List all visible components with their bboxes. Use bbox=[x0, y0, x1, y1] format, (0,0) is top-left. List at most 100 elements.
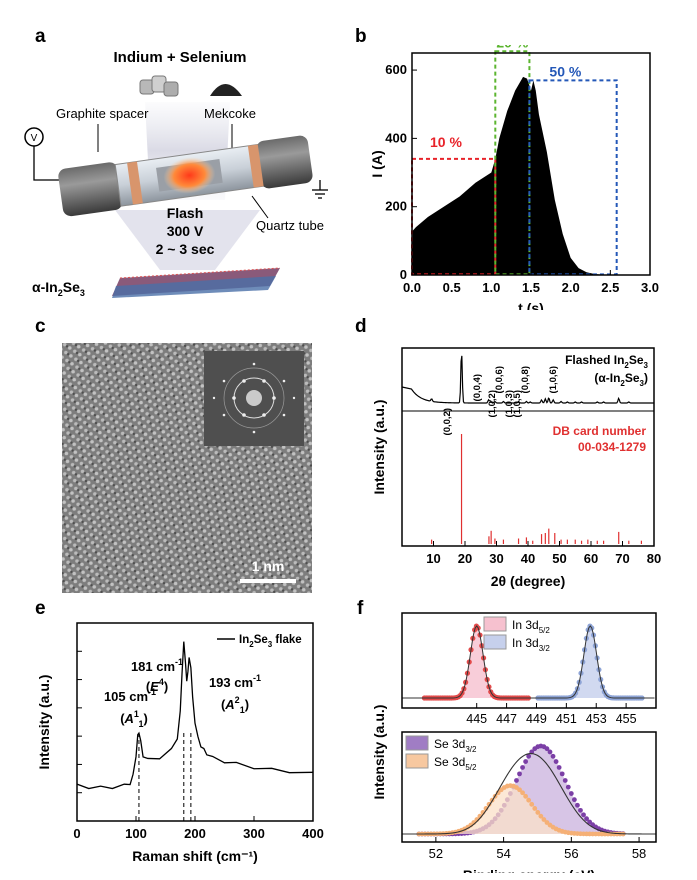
y-tick-label: 200 bbox=[385, 199, 407, 214]
xps-se-fill-1 bbox=[402, 785, 656, 834]
x-tick-label: 300 bbox=[243, 826, 265, 841]
x-tick-label: 0 bbox=[73, 826, 80, 841]
panel-label-d: d bbox=[355, 316, 367, 337]
peak-mode-0: (A11) bbox=[120, 709, 148, 729]
panel-label-b: b bbox=[355, 26, 367, 47]
xps-se-point-1 bbox=[532, 806, 538, 811]
x-tick-label: 0.5 bbox=[443, 280, 461, 295]
xps-in-fill-1 bbox=[545, 626, 636, 698]
x-tick-label-top: 447 bbox=[496, 712, 517, 726]
legend-swatch-in-0 bbox=[483, 616, 507, 632]
schematic-title: Indium + Selenium bbox=[114, 49, 247, 66]
x-tick-label-bottom: 54 bbox=[496, 846, 510, 861]
x-tick-label-top: 455 bbox=[616, 712, 637, 726]
xps-se-point-0 bbox=[578, 807, 583, 813]
legend-swatch-se-0 bbox=[405, 735, 429, 751]
x-axis-label: 2θ (degree) bbox=[491, 573, 565, 589]
quartz-tube-label: Quartz tube bbox=[256, 218, 324, 233]
mekcoke-label: Mekcoke bbox=[204, 106, 256, 121]
xps-se-point-1 bbox=[529, 801, 535, 807]
legend-se-1: Se 3d5/2 bbox=[434, 755, 477, 772]
x-tick-label-top: 453 bbox=[586, 712, 607, 726]
current-area bbox=[412, 76, 650, 276]
region-label-2: 50 % bbox=[549, 63, 581, 79]
region-label-1: 20 % bbox=[496, 45, 528, 50]
peak-label-0: 105 cm-1 bbox=[104, 687, 156, 704]
legend-swatch-se-1 bbox=[405, 753, 429, 769]
peak-mode-1: (E4) bbox=[146, 677, 168, 694]
xps-se-point-1 bbox=[523, 793, 529, 799]
x-tick-label-bottom: 52 bbox=[429, 846, 443, 861]
x-tick-label: 1.0 bbox=[482, 280, 500, 295]
hkl-label-2: (1,0,2) bbox=[487, 390, 498, 417]
hkl-label-7: (1,0,6) bbox=[548, 366, 559, 393]
xrd-chart: (0,0,2)(0,0,4)(1,0,2)(0,0,6)(1,0,3)(1,0,… bbox=[371, 347, 661, 589]
selenium-powder-icon bbox=[210, 84, 242, 96]
x-tick-label: 1.5 bbox=[522, 280, 540, 295]
x-tick-label: 30 bbox=[489, 551, 503, 566]
xps-se-point-0 bbox=[550, 753, 556, 759]
xps-se-point-0 bbox=[553, 759, 559, 764]
x-tick-label: 40 bbox=[521, 551, 535, 566]
xps-se-point-0 bbox=[581, 812, 586, 818]
panel-label-f: f bbox=[357, 598, 364, 619]
y-tick-label: 400 bbox=[385, 130, 407, 145]
xps-in-envelope bbox=[402, 625, 655, 699]
xps-se-point-0 bbox=[562, 778, 568, 783]
xps-se-envelope bbox=[402, 752, 656, 835]
x-tick-label: 3.0 bbox=[641, 280, 659, 295]
xps-se-point-1 bbox=[535, 810, 541, 815]
xps-in-fill-0 bbox=[431, 626, 522, 698]
xps-se-point-0 bbox=[520, 765, 525, 770]
peak-mode-2: (A21) bbox=[221, 695, 249, 715]
x-tick-label: 70 bbox=[615, 551, 629, 566]
product-label: α-In2Se3 bbox=[32, 279, 85, 298]
x-axis-label: Binding energy (eV) bbox=[463, 867, 595, 873]
xps-se-fill-0 bbox=[402, 746, 656, 834]
x-tick-label: 50 bbox=[552, 551, 566, 566]
y-tick-label: 600 bbox=[385, 62, 407, 77]
indium-pellets-icon bbox=[139, 75, 179, 97]
legend-db-line2: 00-034-1279 bbox=[578, 440, 646, 454]
legend-swatch-in-1 bbox=[483, 634, 507, 650]
x-tick-label: 0.0 bbox=[403, 280, 421, 295]
x-tick-label-top: 445 bbox=[466, 712, 487, 726]
raman-line bbox=[76, 641, 314, 790]
region-label-0: 10 % bbox=[430, 134, 462, 150]
xps-se-point-0 bbox=[514, 778, 519, 783]
legend-in-1: In 3d3/2 bbox=[512, 636, 550, 653]
xps-se-point-1 bbox=[541, 817, 547, 822]
x-axis-label: Raman shift (cm⁻¹) bbox=[132, 848, 258, 864]
x-tick-label: 100 bbox=[125, 826, 147, 841]
scale-bar bbox=[240, 579, 296, 583]
x-tick-label: 20 bbox=[458, 551, 472, 566]
x-tick-label-top: 449 bbox=[526, 712, 547, 726]
quartz-tube bbox=[58, 135, 313, 217]
xps-se-point-1 bbox=[538, 813, 544, 819]
xps-chart: In 3d5/2In 3d3/2 445 447 449 451 453 455 Se 3d3… bbox=[371, 612, 657, 873]
y-axis-label: Intensity (a.u.) bbox=[371, 400, 387, 495]
x-tick-label-bottom: 56 bbox=[564, 846, 578, 861]
panel-label-e: e bbox=[35, 598, 46, 619]
xps-se-point-1 bbox=[526, 797, 532, 803]
y-axis-label: I (A) bbox=[370, 150, 385, 177]
graphite-spacer-label: Graphite spacer bbox=[56, 106, 149, 121]
xps-se-point-0 bbox=[575, 802, 580, 808]
current-time-chart: 10 % 20 % 50 % 0 200 400 600 0.0 0.5 1.0 1.5 2.0 2.5… bbox=[370, 45, 659, 310]
x-tick-label: 80 bbox=[647, 551, 661, 566]
y-axis-label: Intensity (a.u.) bbox=[36, 675, 52, 770]
xrd-sample-line bbox=[401, 355, 654, 404]
legend-label: In2Se3 flake bbox=[239, 634, 302, 649]
plot-frame-bottom bbox=[401, 731, 657, 843]
x-tick-label: 2.0 bbox=[562, 280, 580, 295]
hkl-label-1: (0,0,4) bbox=[472, 374, 483, 401]
hkl-label-3: (0,0,6) bbox=[494, 366, 505, 393]
flash-label: Flash bbox=[167, 205, 204, 221]
plot-frame-top bbox=[401, 612, 657, 709]
xps-se-point-0 bbox=[544, 746, 550, 752]
x-axis-label: t (s) bbox=[518, 300, 544, 310]
hkl-label-6: (0,0,8) bbox=[520, 366, 531, 393]
scale-bar-label: 1 nm bbox=[252, 558, 285, 574]
duration-label: 2 ~ 3 sec bbox=[156, 241, 215, 257]
legend-se-0: Se 3d3/2 bbox=[434, 737, 477, 754]
